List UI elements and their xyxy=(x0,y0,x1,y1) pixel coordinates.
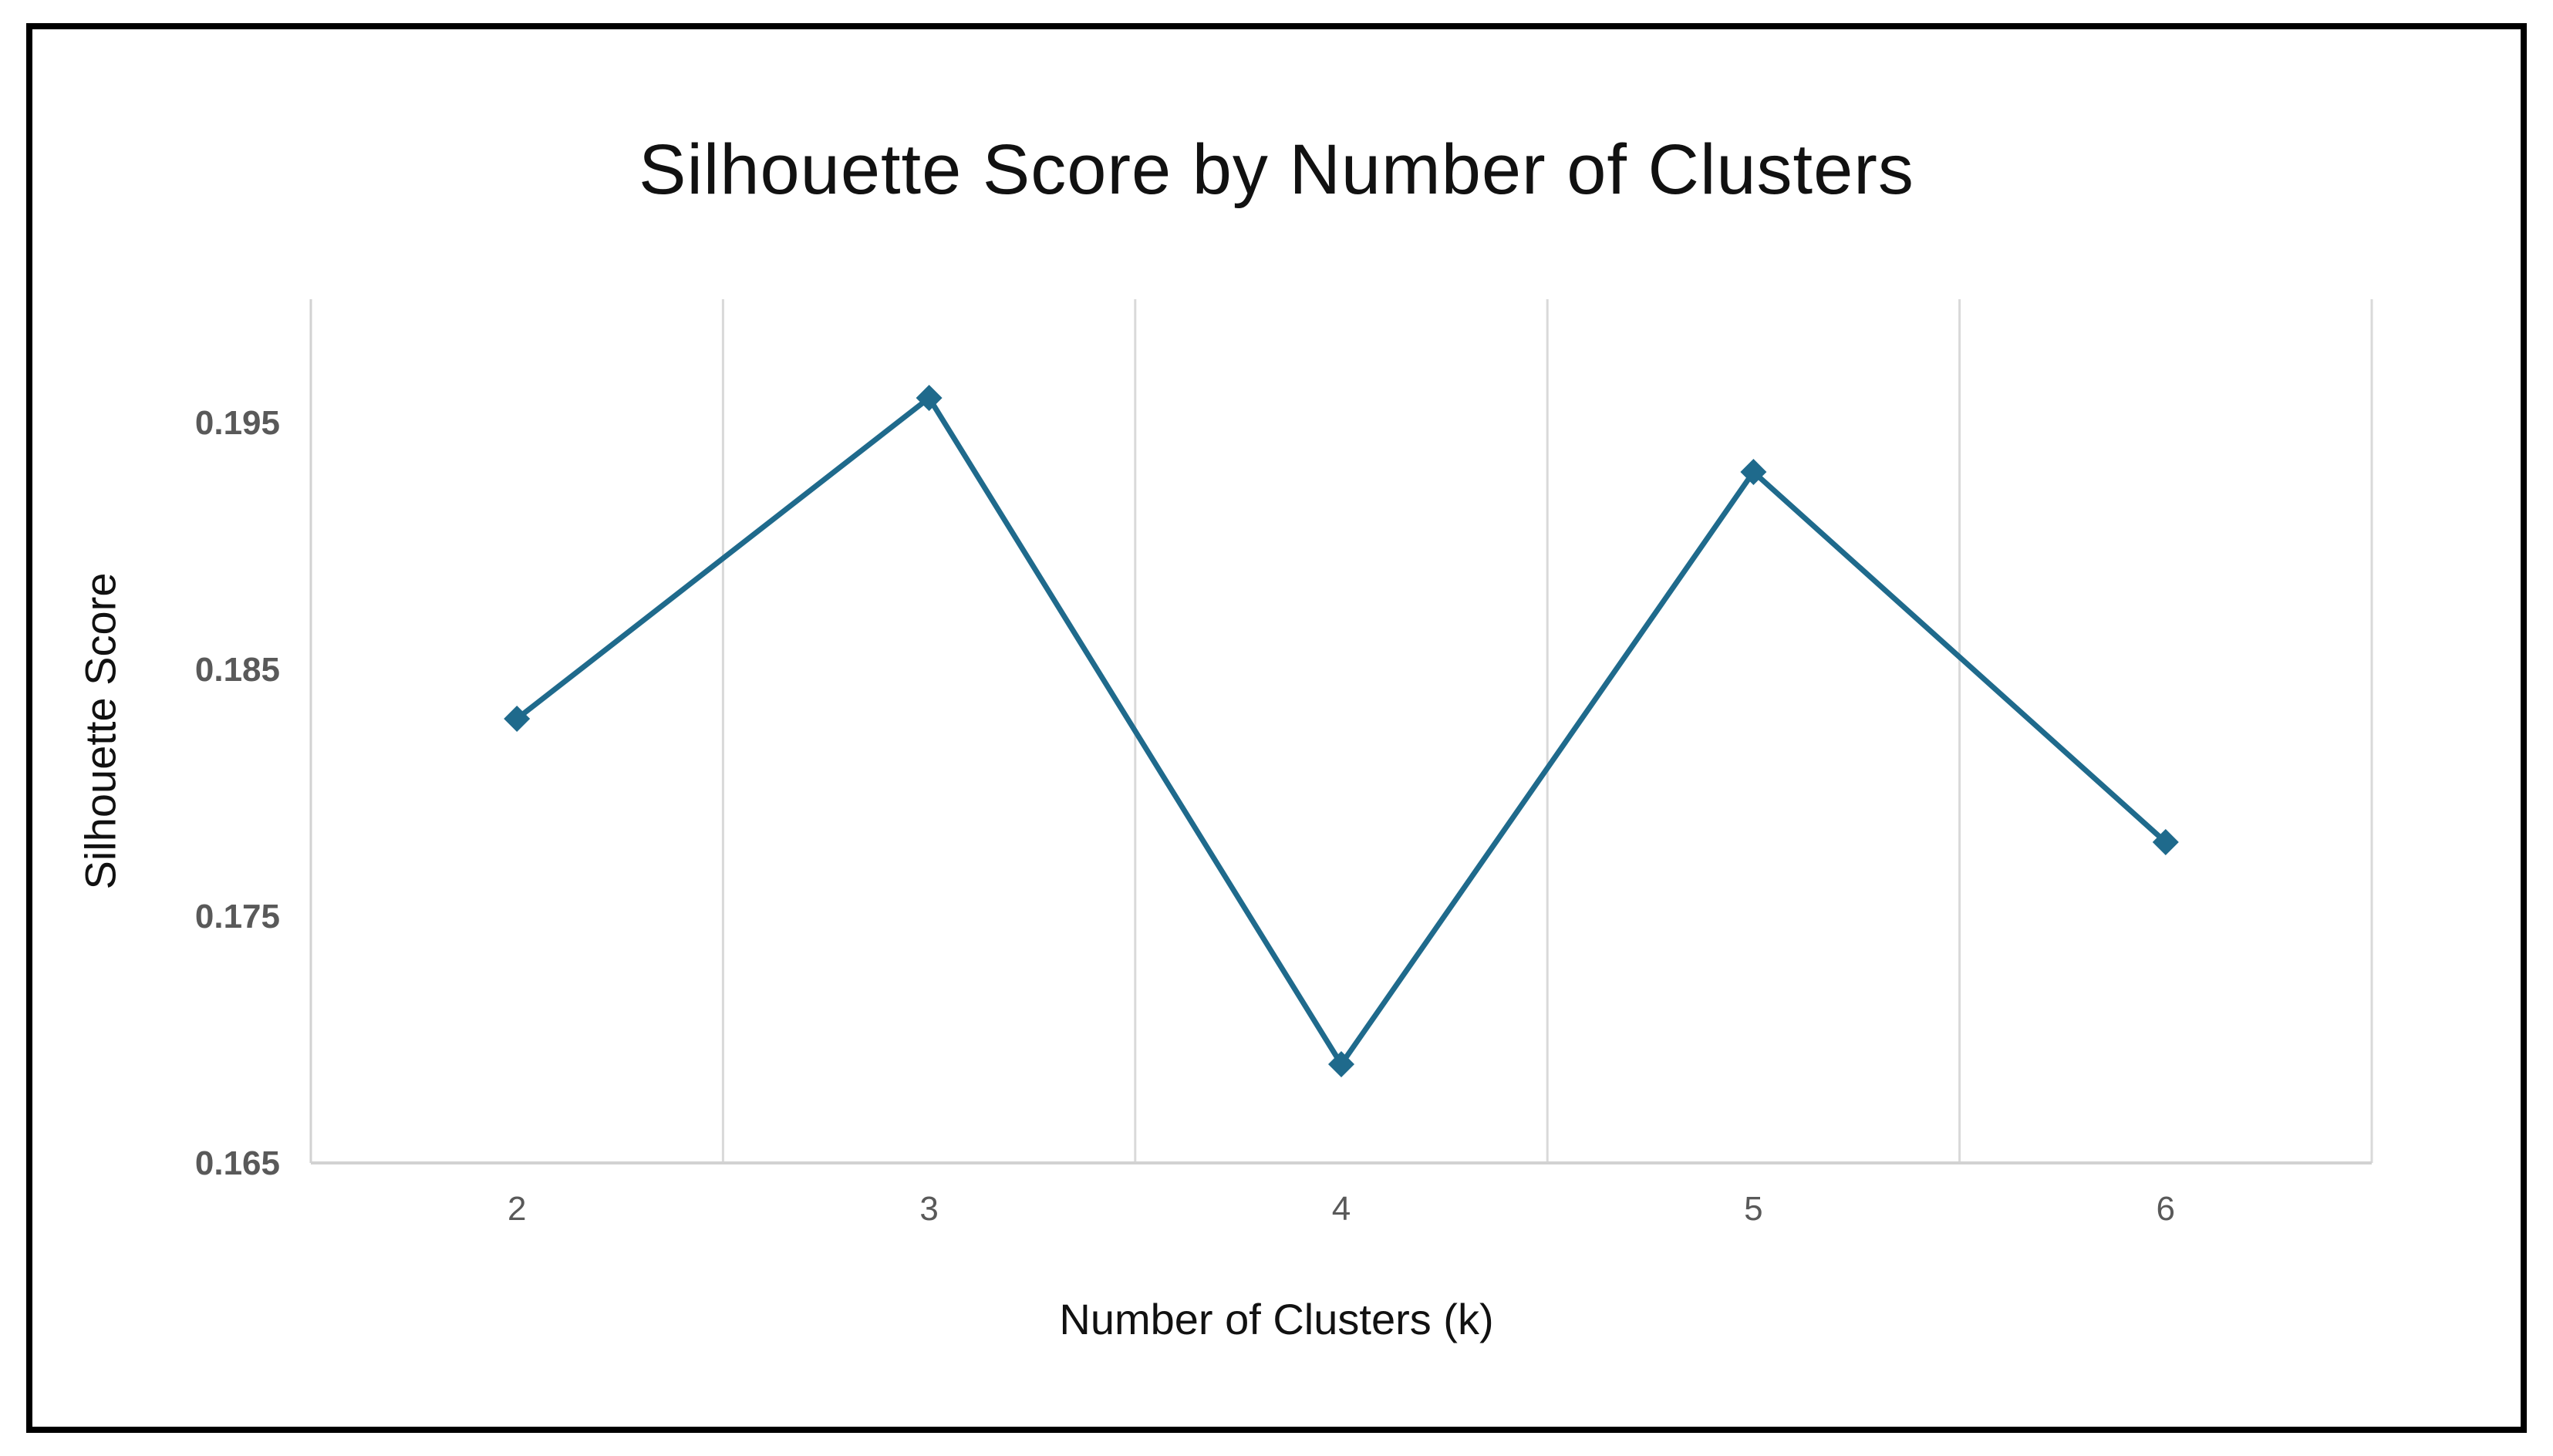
data-point-marker xyxy=(1740,459,1767,485)
series-line xyxy=(514,395,2169,1067)
x-tick-label: 4 xyxy=(1332,1190,1351,1228)
data-point-marker xyxy=(504,706,531,732)
y-tick-label: 0.195 xyxy=(195,404,280,442)
chart-title: Silhouette Score by Number of Clusters xyxy=(639,130,1914,209)
x-tick-label: 5 xyxy=(1744,1190,1762,1228)
y-tick-label: 0.165 xyxy=(195,1144,280,1182)
x-axis-title: Number of Clusters (k) xyxy=(1059,1295,1494,1343)
y-tick-label: 0.185 xyxy=(195,651,280,689)
x-tick-label: 3 xyxy=(919,1190,938,1228)
data-point-marker xyxy=(1328,1051,1354,1077)
y-tick-label: 0.175 xyxy=(195,898,280,935)
data-point-marker xyxy=(916,385,943,411)
x-tick-label: 2 xyxy=(508,1190,526,1228)
x-tick-label: 6 xyxy=(2157,1190,2175,1228)
data-point-marker xyxy=(2152,829,2179,855)
chart-frame-border xyxy=(26,23,2527,1433)
